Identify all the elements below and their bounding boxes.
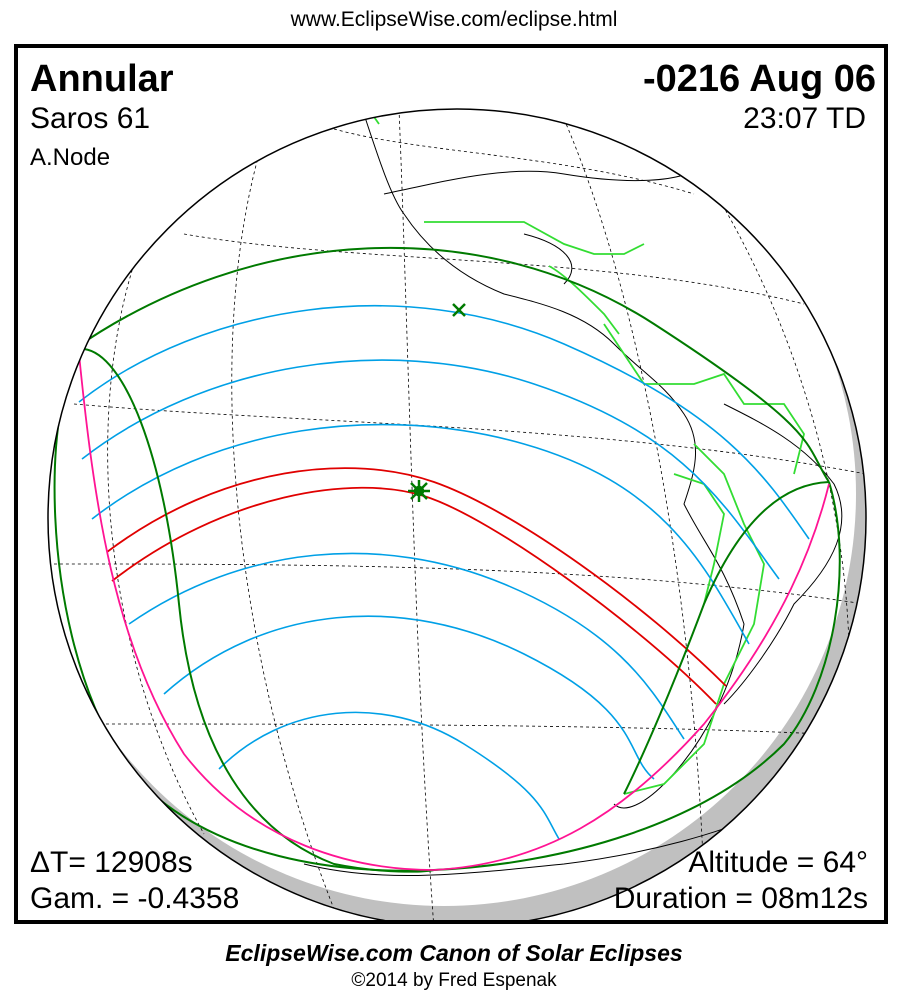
coastlines bbox=[303, 109, 843, 877]
saros-number: Saros 61 bbox=[30, 102, 151, 135]
penumbral-limits bbox=[53, 246, 841, 873]
x-icon bbox=[452, 303, 466, 317]
eclipse-time: 23:07 TD bbox=[743, 102, 866, 135]
gamma: Gam. = -0.4358 bbox=[30, 882, 240, 915]
delta-t: ΔT= 12908s bbox=[30, 846, 193, 879]
header-url: www.EclipseWise.com/eclipse.html bbox=[290, 8, 618, 31]
footer-title: EclipseWise.com Canon of Solar Eclipses bbox=[225, 940, 683, 966]
footer-copyright: ©2014 by Fred Espenak bbox=[351, 970, 557, 991]
star-icon bbox=[408, 480, 430, 502]
eclipse-date: -0216 Aug 06 bbox=[642, 58, 876, 100]
node: A.Node bbox=[30, 144, 111, 171]
penumbral-contours bbox=[78, 304, 810, 840]
graticule bbox=[53, 109, 866, 920]
eclipse-map-frame: Annular Saros 61 A.Node -0216 Aug 06 23:… bbox=[14, 44, 888, 924]
altitude: Altitude = 64° bbox=[688, 846, 868, 879]
globe-outline bbox=[47, 108, 867, 920]
night-shadow bbox=[48, 109, 866, 920]
eclipse-globe-map bbox=[47, 108, 867, 920]
eclipse-type: Annular bbox=[30, 58, 174, 100]
sunrise-sunset-curve bbox=[78, 353, 830, 871]
duration: Duration = 08m12s bbox=[613, 882, 868, 915]
country-borders bbox=[370, 109, 805, 795]
